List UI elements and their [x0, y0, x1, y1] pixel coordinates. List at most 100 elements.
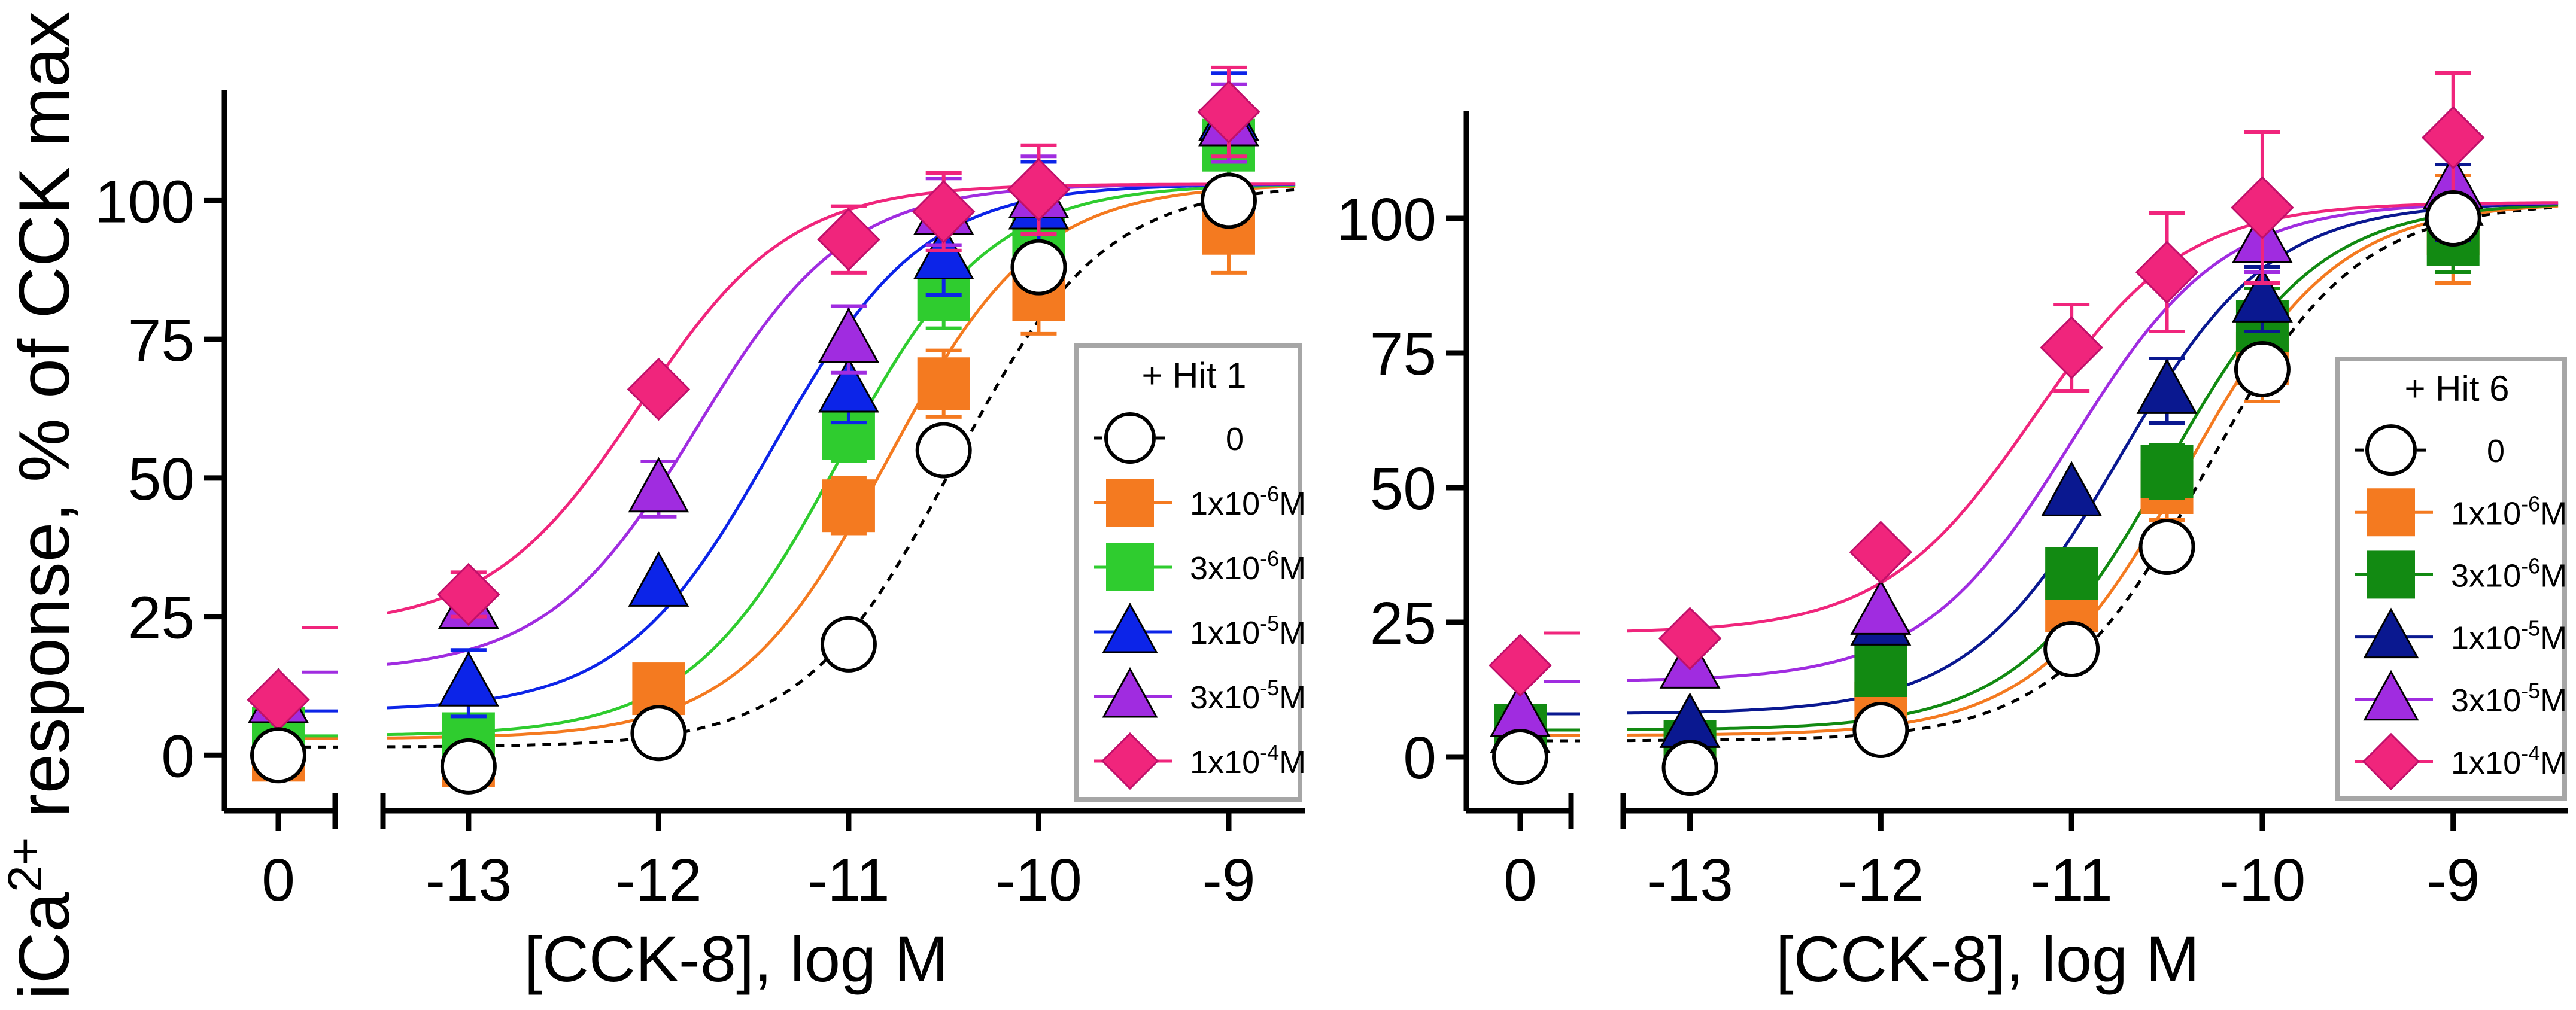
legend-label-base: 1x10: [1190, 615, 1260, 651]
x-tick-label: -11: [807, 847, 889, 914]
y-tick-label: 0: [1403, 725, 1436, 792]
legend-label-3x10-6M: 3x10-6M: [2451, 553, 2567, 594]
legend-label-1x10-4M: 1x10-4M: [1190, 740, 1306, 780]
data-point-0: [820, 616, 877, 673]
y-tick-label: 25: [128, 585, 195, 652]
data-point-0: [2234, 341, 2291, 397]
data-point-3x10-6M: [1854, 644, 1907, 697]
legend-marker-1x10-5M: [1102, 602, 1158, 653]
legend-label-exponent: -6: [2521, 553, 2540, 578]
legend-label-base: 3x10: [1190, 680, 1260, 716]
legend-label-exponent: -5: [1260, 611, 1279, 635]
data-point-1x10-4M: [2231, 176, 2294, 239]
data-point-0: [915, 422, 972, 479]
y-axis-label-base: iCa: [4, 892, 84, 1000]
y-axis-label-rest: response, % of CCK max: [4, 11, 84, 838]
legend-label-exponent: -6: [2521, 491, 2540, 516]
data-point-1x10-5M: [2232, 267, 2293, 323]
data-point-1x10-4M: [627, 357, 691, 421]
legend-label-base: 1x10: [1190, 486, 1260, 522]
x-tick-label-zero: 0: [1503, 847, 1537, 914]
legend-label-exponent: -4: [1260, 740, 1279, 765]
legend-label-unit: M: [1279, 615, 1306, 651]
data-point-0: [1852, 702, 1909, 758]
legend-label-base: 1x10: [2451, 620, 2521, 656]
legend-label-exponent: -5: [2521, 616, 2540, 641]
legend-label-base: 1x10: [2451, 495, 2521, 531]
legend-label-unit: M: [2540, 558, 2567, 594]
data-point-0: [2043, 621, 2100, 677]
legend-label-base: 3x10: [2451, 558, 2521, 594]
data-point-1x10-4M: [437, 562, 500, 626]
legend-label-exponent: -5: [1260, 676, 1279, 700]
legend-marker-0: [1104, 412, 1156, 464]
y-tick-label: 75: [1370, 321, 1436, 388]
data-point-1x10-4M: [1007, 158, 1071, 221]
legend-label-1x10-5M: 1x10-5M: [2451, 616, 2567, 656]
legend-label-1x10-4M: 1x10-4M: [2451, 741, 2567, 781]
data-point-zero-0: [1492, 729, 1548, 785]
legend-marker-3x10-6M: [2367, 550, 2415, 599]
data-point-1x10-4M: [1197, 80, 1260, 144]
legend: + Hit 601x10-6M3x10-6M1x10-5M3x10-5M1x10…: [2335, 357, 2567, 801]
data-point-3x10-5M: [1850, 579, 1912, 635]
legend-label-unit: M: [1279, 486, 1306, 522]
data-point-1x10-4M: [912, 180, 976, 244]
legend-label-1x10-5M: 1x10-5M: [1190, 611, 1306, 651]
data-point-1x10-5M: [2041, 461, 2103, 516]
legend-label-3x10-5M: 3x10-5M: [1190, 676, 1306, 716]
legend-label-0: 0: [1226, 421, 1244, 457]
data-point-0: [440, 738, 497, 795]
legend-marker-1x10-6M: [2367, 488, 2415, 537]
legend-marker-1x10-4M: [1101, 732, 1159, 790]
data-point-1x10-4M: [817, 208, 880, 271]
legend-label-0: 0: [2487, 433, 2505, 469]
legend-label-3x10-6M: 3x10-6M: [1190, 546, 1306, 586]
data-point-1x10-5M: [628, 551, 689, 607]
x-tick-label: -12: [615, 847, 702, 914]
data-point-1x10-4M: [1849, 521, 1913, 584]
x-tick-label: -13: [1647, 847, 1733, 914]
data-point-0: [2425, 190, 2481, 247]
data-point-0: [1010, 239, 1067, 296]
data-point-0: [1661, 740, 1718, 796]
legend-label-unit: M: [2540, 683, 2567, 719]
y-tick-label: 100: [95, 168, 195, 235]
y-tick-label: 50: [1370, 455, 1436, 522]
y-tick-label: 0: [161, 723, 195, 790]
legend-marker-3x10-5M: [2363, 670, 2419, 721]
x-tick-label: -9: [2426, 847, 2480, 914]
legend-label-base: 1x10: [2451, 745, 2521, 781]
y-axis-label: iCa2+ response, % of CCK max: [0, 11, 84, 1000]
chart-panel-right: 0 25 50 75 100 0 -13 -12 -11 -10 -9 [CCK-8], log M +…: [1336, 71, 2568, 995]
legend-marker-3x10-5M: [1102, 667, 1158, 718]
data-point-zero-1x10-4M: [1489, 634, 1552, 697]
legend-marker-1x10-5M: [2363, 607, 2419, 659]
legend-marker-3x10-6M: [1106, 543, 1154, 591]
legend-label-base: 1x10: [1190, 744, 1260, 780]
y-axis-label-superscript: 2+: [0, 838, 51, 892]
chart-panel-left: 0 25 50 75 100 0 -13 -12 -11 -10 -9 [CCK-8], log M +…: [95, 65, 1306, 995]
data-point-1x10-5M: [438, 651, 499, 707]
legend-marker-1x10-4M: [2362, 732, 2420, 791]
legend-label-1x10-6M: 1x10-6M: [2451, 491, 2567, 531]
x-tick-label: -12: [1837, 847, 1924, 914]
data-point-1x10-6M: [917, 357, 970, 410]
legend-label-unit: M: [1279, 680, 1306, 716]
data-point-1x10-4M: [1658, 607, 1722, 670]
legend-label-exponent: -4: [2521, 741, 2540, 765]
fit-curve-1x10-6M: [387, 185, 1296, 740]
legend-marker-1x10-6M: [1106, 479, 1154, 527]
x-tick-label: -10: [2219, 847, 2306, 914]
data-point-3x10-6M: [2045, 547, 2098, 600]
x-tick-label: -13: [426, 847, 512, 914]
legend-label-unit: M: [2540, 495, 2567, 531]
x-tick-label-zero: 0: [262, 847, 295, 914]
data-point-0: [2138, 519, 2195, 575]
x-tick-label: -10: [995, 847, 1082, 914]
legend-label-exponent: -6: [1260, 546, 1279, 571]
legend: + Hit 101x10-6M3x10-6M1x10-5M3x10-5M1x10…: [1074, 343, 1306, 802]
data-point-0: [630, 705, 687, 762]
legend-label-base: 3x10: [1190, 550, 1260, 586]
